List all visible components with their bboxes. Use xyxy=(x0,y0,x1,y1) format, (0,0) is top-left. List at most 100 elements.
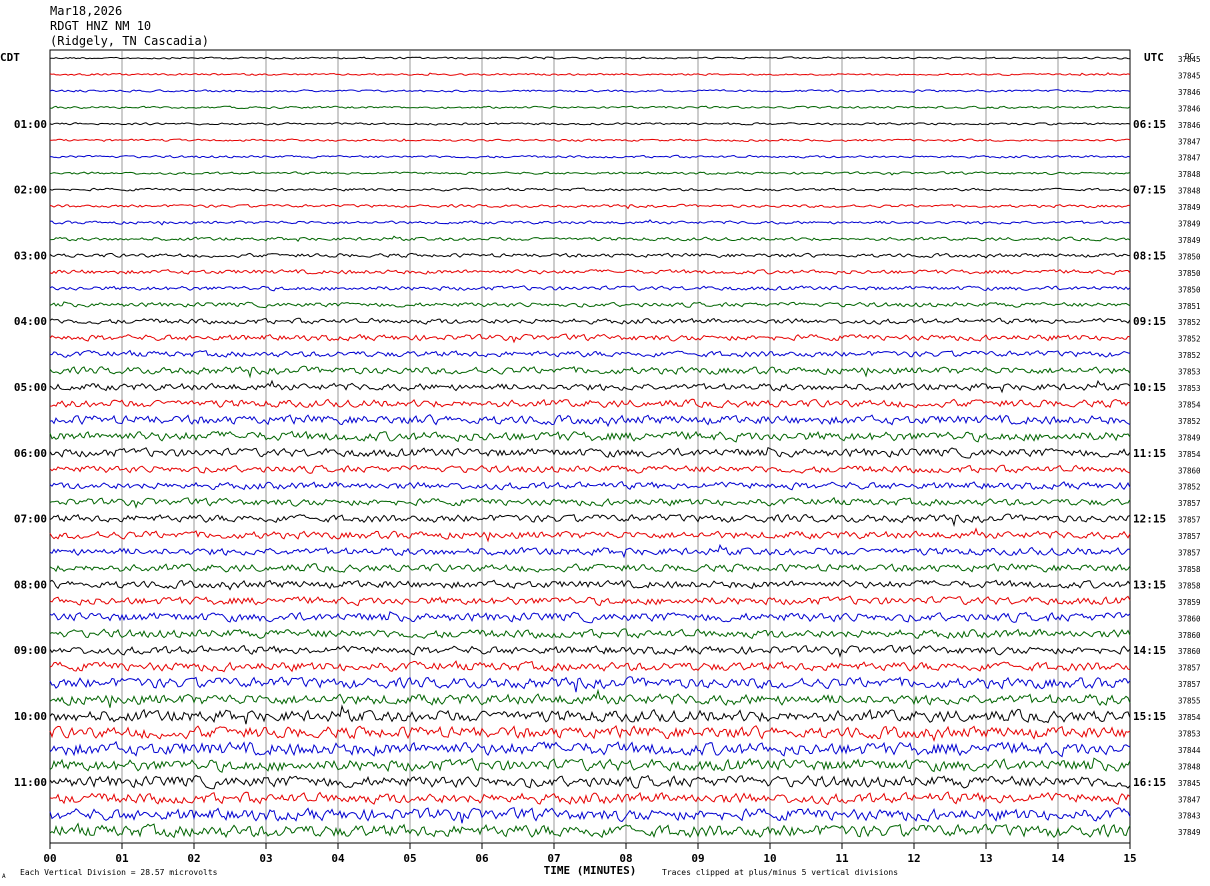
dc-offset-label: 37860 xyxy=(1178,466,1201,475)
x-axis-title: TIME (MINUTES) xyxy=(544,864,637,877)
trace-line xyxy=(49,822,1131,839)
dc-offset-label: 37857 xyxy=(1178,664,1201,673)
dc-offset-label: 37846 xyxy=(1178,104,1201,113)
x-tick-label: 06 xyxy=(475,852,489,865)
trace-line xyxy=(49,611,1131,624)
dc-offset-label: 37853 xyxy=(1178,368,1201,377)
left-hour-label: 11:00 xyxy=(14,776,47,789)
clip-note: Traces clipped at plus/minus 5 vertical … xyxy=(662,868,898,877)
dc-offset-label: 37853 xyxy=(1178,729,1201,738)
dc-offset-label: 37847 xyxy=(1178,137,1201,146)
dc-offset-label: 37843 xyxy=(1178,812,1201,821)
right-hour-label: 09:15 xyxy=(1133,315,1166,328)
trace-line xyxy=(50,349,1131,358)
dc-offset-label: 37857 xyxy=(1178,549,1201,558)
dc-offset-label: 37847 xyxy=(1178,154,1201,163)
x-tick-label: 14 xyxy=(1051,852,1065,865)
trace-line xyxy=(49,430,1131,443)
x-tick-label: 07 xyxy=(547,852,560,865)
dc-offset-label: 37852 xyxy=(1178,417,1201,426)
left-hour-label: 08:00 xyxy=(14,578,47,591)
dc-offset-label: 37852 xyxy=(1178,483,1201,492)
dc-offset-label: 37858 xyxy=(1178,581,1201,590)
trace-line xyxy=(49,122,1131,126)
right-hour-label: 14:15 xyxy=(1133,644,1166,657)
left-timezone-label: CDT xyxy=(0,51,20,64)
right-hour-label: 15:15 xyxy=(1133,710,1166,723)
dc-offset-label: 37857 xyxy=(1178,532,1201,541)
trace-line xyxy=(49,301,1131,309)
trace-line xyxy=(49,704,1131,725)
dc-offset-label: 37860 xyxy=(1178,631,1201,640)
right-hour-label: 16:15 xyxy=(1133,776,1166,789)
dc-offset-label: 37854 xyxy=(1178,450,1201,459)
dc-offset-label: 37853 xyxy=(1178,384,1201,393)
trace-line xyxy=(49,725,1131,742)
left-hour-label: 06:00 xyxy=(14,447,47,460)
dc-offset-label: 37857 xyxy=(1178,680,1201,689)
dc-offset-label: 37849 xyxy=(1178,220,1201,229)
dc-offset-label: 37851 xyxy=(1178,302,1201,311)
x-tick-label: 02 xyxy=(187,852,200,865)
dc-offset-label: 37860 xyxy=(1178,647,1201,656)
dc-offset-label: 37850 xyxy=(1178,252,1201,261)
dc-offset-label: 37849 xyxy=(1178,203,1201,212)
trace-line xyxy=(49,89,1131,94)
dc-offset-label: 37854 xyxy=(1178,400,1201,409)
corner-mark: A xyxy=(2,873,6,880)
left-hour-label: 01:00 xyxy=(14,118,47,131)
trace-line xyxy=(49,513,1131,527)
x-tick-label: 00 xyxy=(43,852,56,865)
dc-offset-label: 37854 xyxy=(1178,713,1201,722)
x-tick-label: 11 xyxy=(835,852,849,865)
trace-line xyxy=(49,807,1131,824)
trace-line xyxy=(49,660,1131,673)
x-tick-label: 13 xyxy=(979,852,992,865)
dc-offset-label: 37844 xyxy=(1178,746,1201,755)
trace-line xyxy=(49,527,1131,543)
x-tick-label: 04 xyxy=(331,852,345,865)
trace-line xyxy=(49,138,1131,143)
dc-offset-label: 37845 xyxy=(1178,55,1201,64)
trace-line xyxy=(49,379,1131,394)
x-tick-label: 15 xyxy=(1123,852,1136,865)
dc-offset-label: 37847 xyxy=(1178,795,1201,804)
dc-offset-label: 37855 xyxy=(1178,697,1201,706)
trace-line xyxy=(50,235,1131,243)
trace-line xyxy=(49,56,1131,60)
scale-note: Each Vertical Division = 28.57 microvolt… xyxy=(20,868,218,877)
dc-offset-label: 37845 xyxy=(1178,779,1201,788)
right-hour-label: 11:15 xyxy=(1133,447,1166,460)
dc-offset-label: 37846 xyxy=(1178,121,1201,130)
trace-line xyxy=(49,688,1131,708)
dc-offset-label: 37860 xyxy=(1178,614,1201,623)
trace-line xyxy=(49,285,1131,292)
dc-offset-label: 37846 xyxy=(1178,88,1201,97)
trace-line xyxy=(49,105,1131,110)
trace-line xyxy=(49,579,1131,591)
dc-offset-label: 37859 xyxy=(1178,598,1201,607)
trace-line xyxy=(49,791,1131,806)
right-hour-label: 06:15 xyxy=(1133,118,1166,131)
plot-frame xyxy=(49,49,1131,844)
dc-offset-label: 37852 xyxy=(1178,351,1201,360)
trace-line xyxy=(49,563,1131,573)
trace-line xyxy=(49,595,1131,607)
trace-line xyxy=(49,464,1131,474)
right-hour-label: 12:15 xyxy=(1133,513,1166,526)
right-hour-label: 10:15 xyxy=(1133,381,1166,394)
right-hour-label: 08:15 xyxy=(1133,249,1166,262)
trace-line xyxy=(49,414,1131,428)
trace-line xyxy=(49,757,1131,773)
dc-offset-label: 37852 xyxy=(1178,335,1201,344)
trace-line xyxy=(49,72,1131,77)
x-tick-label: 08 xyxy=(619,852,632,865)
trace-line xyxy=(49,398,1131,409)
right-hour-label: 07:15 xyxy=(1133,184,1166,197)
x-tick-label: 01 xyxy=(115,852,129,865)
left-hour-label: 10:00 xyxy=(14,710,47,723)
dc-offset-label: 37858 xyxy=(1178,565,1201,574)
header-location: (Ridgely, TN Cascadia) xyxy=(50,34,209,48)
left-hour-label: 07:00 xyxy=(14,513,47,526)
